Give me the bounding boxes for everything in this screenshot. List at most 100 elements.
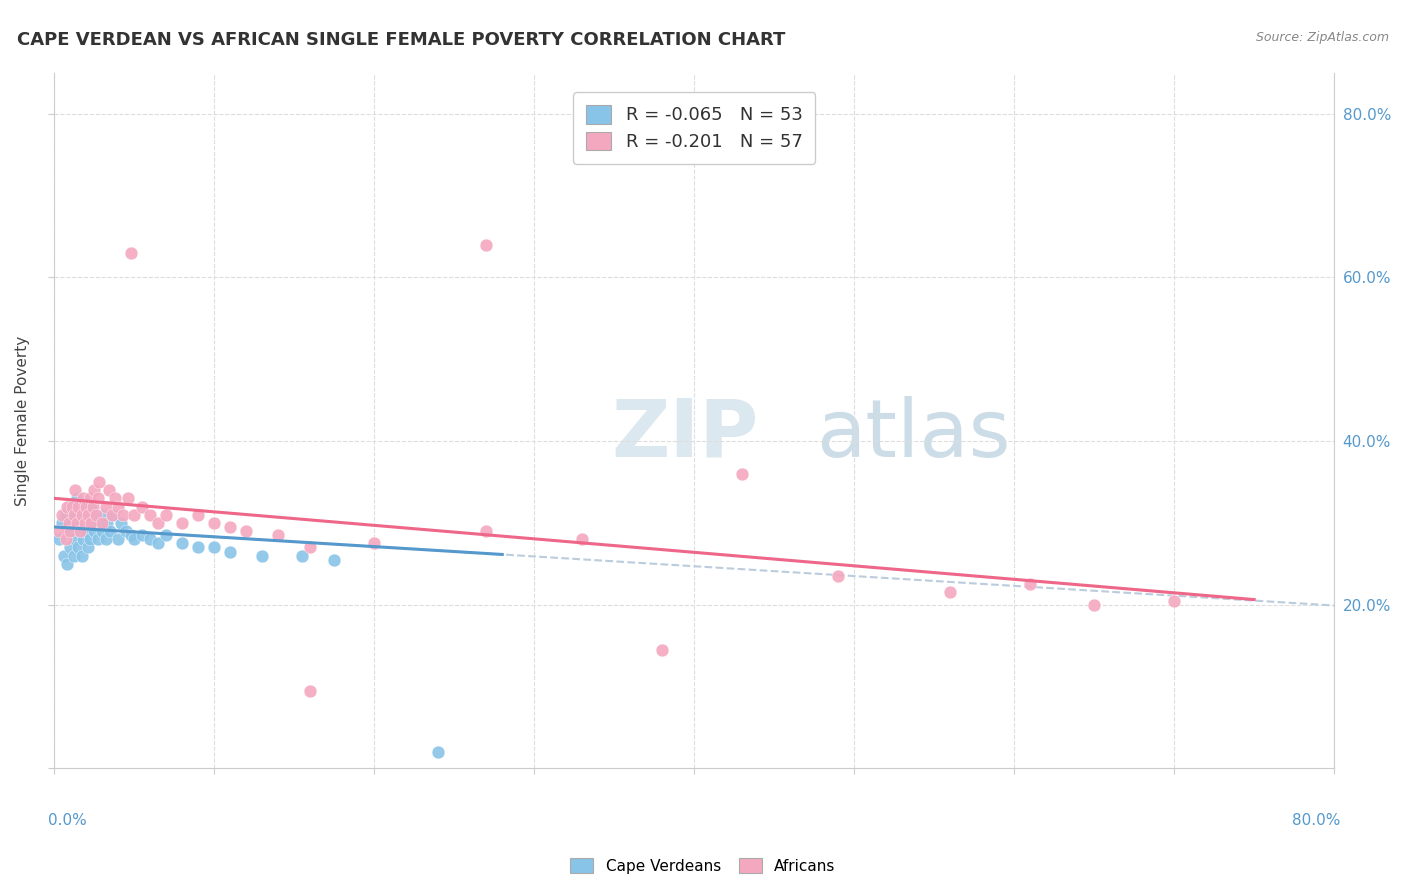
Point	[66, 516, 89, 530]
Point	[107, 533, 129, 547]
Point	[148, 536, 170, 550]
Point	[202, 516, 225, 530]
Point	[59, 500, 82, 514]
Point	[98, 524, 121, 538]
Point	[187, 508, 209, 522]
Point	[827, 569, 849, 583]
Point	[59, 541, 82, 555]
Point	[120, 246, 142, 260]
Point	[427, 745, 450, 759]
Point	[571, 533, 593, 547]
Point	[117, 491, 139, 506]
Point	[97, 483, 120, 498]
Point	[139, 533, 162, 547]
Point	[60, 516, 83, 530]
Point	[73, 516, 96, 530]
Point	[55, 508, 77, 522]
Legend: R = -0.065   N = 53, R = -0.201   N = 57: R = -0.065 N = 53, R = -0.201 N = 57	[574, 93, 815, 163]
Point	[172, 536, 194, 550]
Point	[48, 533, 70, 547]
Point	[58, 516, 80, 530]
Point	[939, 585, 962, 599]
Point	[96, 516, 118, 530]
Point	[72, 508, 94, 522]
Point	[202, 541, 225, 555]
Point	[69, 524, 91, 538]
Point	[155, 528, 177, 542]
Point	[91, 524, 114, 538]
Point	[83, 524, 105, 538]
Point	[475, 237, 498, 252]
Point	[1083, 598, 1105, 612]
Point	[219, 544, 242, 558]
Point	[80, 500, 103, 514]
Point	[63, 533, 86, 547]
Point	[79, 533, 101, 547]
Point	[77, 508, 100, 522]
Point	[67, 541, 90, 555]
Point	[115, 524, 138, 538]
Point	[104, 491, 127, 506]
Point	[139, 508, 162, 522]
Legend: Cape Verdeans, Africans: Cape Verdeans, Africans	[564, 852, 842, 880]
Point	[56, 557, 79, 571]
Point	[299, 683, 322, 698]
Point	[299, 541, 322, 555]
Point	[172, 516, 194, 530]
Point	[77, 541, 100, 555]
Point	[291, 549, 314, 563]
Point	[155, 508, 177, 522]
Point	[70, 549, 93, 563]
Point	[51, 508, 73, 522]
Point	[651, 642, 673, 657]
Point	[75, 524, 97, 538]
Point	[101, 508, 124, 522]
Point	[131, 500, 153, 514]
Point	[52, 549, 75, 563]
Point	[80, 516, 103, 530]
Point	[267, 528, 290, 542]
Point	[60, 500, 83, 514]
Point	[62, 549, 84, 563]
Point	[219, 520, 242, 534]
Point	[93, 508, 115, 522]
Point	[83, 483, 105, 498]
Point	[84, 508, 107, 522]
Point	[62, 508, 84, 522]
Point	[87, 475, 110, 489]
Point	[87, 516, 110, 530]
Point	[67, 516, 90, 530]
Point	[91, 516, 114, 530]
Point	[86, 533, 108, 547]
Point	[66, 491, 89, 506]
Y-axis label: Single Female Poverty: Single Female Poverty	[15, 335, 30, 506]
Point	[731, 467, 754, 481]
Point	[59, 524, 82, 538]
Text: ZIP: ZIP	[612, 395, 758, 474]
Point	[79, 491, 101, 506]
Text: Source: ZipAtlas.com: Source: ZipAtlas.com	[1256, 31, 1389, 45]
Point	[79, 516, 101, 530]
Point	[107, 500, 129, 514]
Point	[73, 516, 96, 530]
Text: 80.0%: 80.0%	[1292, 814, 1340, 829]
Point	[187, 541, 209, 555]
Point	[1163, 593, 1185, 607]
Point	[84, 508, 107, 522]
Point	[252, 549, 274, 563]
Point	[56, 500, 79, 514]
Point	[63, 508, 86, 522]
Point	[110, 516, 132, 530]
Point	[235, 524, 257, 538]
Point	[86, 491, 108, 506]
Point	[63, 483, 86, 498]
Text: 0.0%: 0.0%	[48, 814, 87, 829]
Point	[323, 552, 346, 566]
Point	[103, 508, 125, 522]
Point	[124, 508, 146, 522]
Point	[51, 516, 73, 530]
Point	[58, 524, 80, 538]
Point	[75, 500, 97, 514]
Text: CAPE VERDEAN VS AFRICAN SINGLE FEMALE POVERTY CORRELATION CHART: CAPE VERDEAN VS AFRICAN SINGLE FEMALE PO…	[17, 31, 785, 49]
Point	[1019, 577, 1042, 591]
